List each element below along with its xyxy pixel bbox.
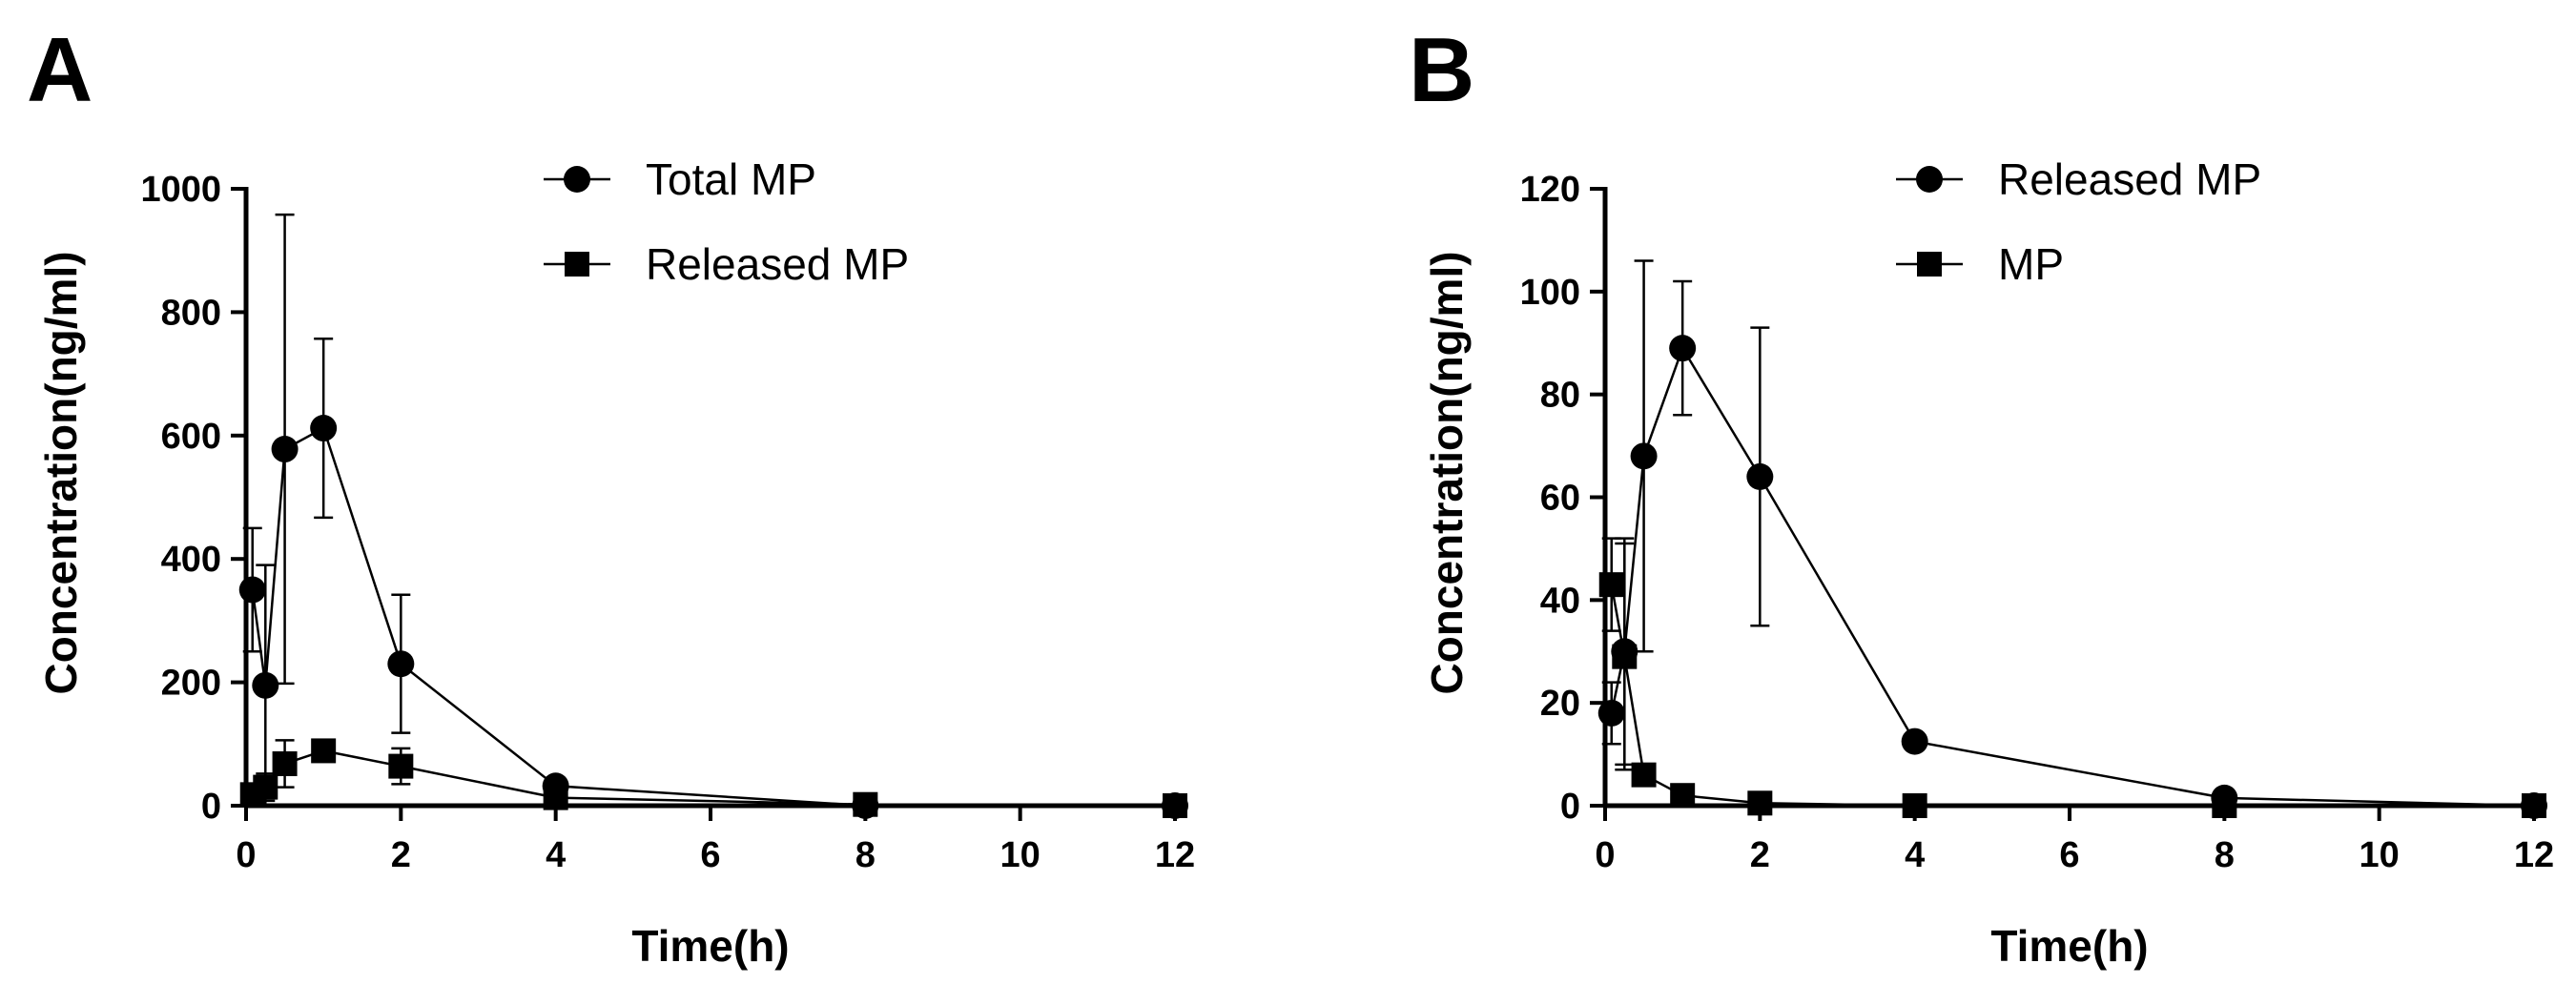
- panel-a-x-tick-label: 2: [391, 835, 411, 875]
- panel-b-ylabel: Concentration(ng/ml): [1422, 251, 1472, 694]
- panel-b-x-tick-label: 10: [2360, 835, 2400, 875]
- panel-b-x-tick-label: 8: [2215, 835, 2235, 875]
- panel-b-y-tick-label: 20: [1540, 684, 1580, 724]
- data-point: [388, 753, 414, 779]
- panel-a-x-tick-label: 12: [1155, 835, 1195, 875]
- circle-marker-icon: [564, 166, 590, 193]
- panel-b-series-0: [1597, 259, 2547, 819]
- panel-b-x-tick-label: 12: [2514, 835, 2554, 875]
- panel-b-y-tick-label: 40: [1540, 581, 1580, 621]
- panel-a-x-tick-label: 6: [700, 835, 720, 875]
- legend-label: Released MP: [646, 239, 909, 289]
- panel-a-series-0: [238, 213, 1188, 819]
- panel-a-series-1: [239, 738, 1187, 818]
- data-point: [1670, 783, 1696, 809]
- data-point: [253, 774, 278, 800]
- panel-a-x-tick-label: 8: [855, 835, 876, 875]
- data-point: [311, 738, 337, 764]
- panel-b-xlabel: Time(h): [1990, 921, 2148, 971]
- data-point: [1630, 442, 1658, 470]
- panel-b-letter: B: [1409, 19, 1474, 121]
- panel-a-legend-item-1: Released MP: [544, 239, 909, 289]
- data-point: [853, 791, 878, 817]
- data-point: [1902, 793, 1927, 818]
- data-point: [271, 436, 299, 463]
- data-point: [543, 785, 568, 810]
- panel-a-y-tick-label: 200: [161, 664, 221, 704]
- panel-a-y-tick-label: 800: [161, 293, 221, 333]
- panel-a-y-tick-label: 400: [161, 540, 221, 580]
- panel-b-y-tick-label: 120: [1520, 170, 1580, 210]
- data-point: [252, 671, 279, 699]
- data-point: [2522, 793, 2546, 818]
- square-marker-icon: [1917, 252, 1942, 277]
- data-point: [272, 751, 298, 777]
- panel-a-xlabel: Time(h): [631, 921, 789, 971]
- panel-b-y-tick-label: 60: [1540, 479, 1580, 519]
- data-point: [1901, 728, 1928, 755]
- panel-b-legend-item-0: Released MP: [1896, 154, 2261, 204]
- legend-label: Total MP: [646, 154, 816, 204]
- panel-a-y-tick-label: 1000: [140, 170, 221, 210]
- data-point: [238, 576, 266, 604]
- data-point: [1669, 335, 1697, 362]
- circle-marker-icon: [1916, 166, 1943, 193]
- panel-b-x-tick-label: 2: [1750, 835, 1770, 875]
- panel-a-legend: Total MP Released MP: [544, 154, 909, 289]
- data-point: [387, 650, 415, 678]
- panel-b-x-tick-label: 0: [1595, 835, 1615, 875]
- panel-a-x-tick-label: 10: [1000, 835, 1041, 875]
- data-point: [1612, 644, 1638, 669]
- series-line: [1610, 345, 2535, 808]
- panel-a-ylabel: Concentration(ng/ml): [36, 251, 86, 694]
- panel-b-y-tick-label: 100: [1520, 273, 1580, 313]
- data-point: [1631, 762, 1657, 788]
- panel-b-x-tick-label: 4: [1905, 835, 1925, 875]
- legend-label: MP: [1998, 239, 2064, 289]
- square-marker-icon: [565, 252, 589, 277]
- panel-b-legend-item-1: MP: [1896, 239, 2064, 289]
- panel-a-y-tick-label: 0: [201, 787, 221, 827]
- panel-a-y-tick-label: 600: [161, 417, 221, 457]
- panel-a-letter: A: [27, 19, 93, 121]
- panel-a-plot: 0 2 4 6 8 10 12 0 200 400 600 800 1000: [140, 170, 1195, 875]
- panel-b-y-tick-label: 80: [1540, 376, 1580, 416]
- panel-a-x-tick-label: 4: [546, 835, 566, 875]
- panel-a: A 0 2 4 6 8 10 12 0 200 400 600 800 1000 Time(h) Con…: [27, 19, 1195, 971]
- series-line: [251, 426, 1175, 808]
- panel-b-y-tick-label: 0: [1560, 787, 1580, 827]
- panel-b-legend: Released MP MP: [1896, 154, 2261, 289]
- series-line: [1610, 584, 2534, 808]
- panel-b-series-1: [1598, 537, 2546, 818]
- data-point: [1746, 462, 1774, 490]
- data-point: [1597, 699, 1625, 727]
- data-point: [1163, 793, 1187, 818]
- data-point: [310, 415, 338, 442]
- legend-label: Released MP: [1998, 154, 2261, 204]
- panel-b-x-tick-label: 6: [2059, 835, 2079, 875]
- panel-a-legend-item-0: Total MP: [544, 154, 816, 204]
- data-point: [1598, 572, 1624, 598]
- data-point: [1747, 790, 1773, 816]
- data-point: [2212, 793, 2237, 818]
- panel-a-x-tick-label: 0: [236, 835, 256, 875]
